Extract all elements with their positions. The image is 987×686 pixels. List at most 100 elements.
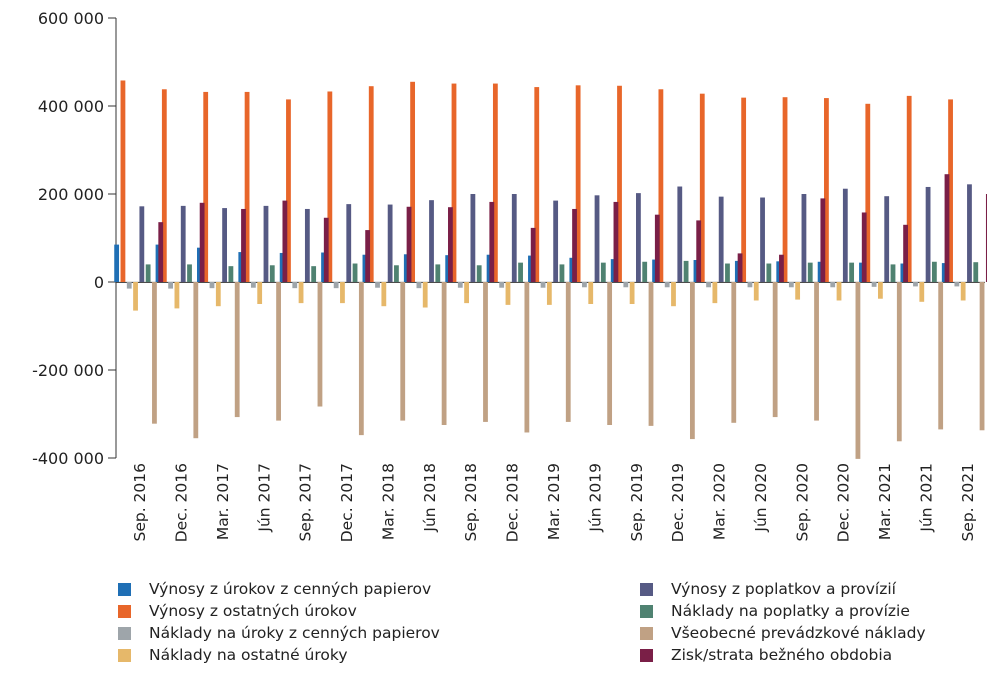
bar [588,282,594,304]
bar [451,83,457,282]
bar [441,282,447,425]
bar [830,282,836,288]
bar [168,282,174,289]
bar [814,282,819,421]
y-tick-label: -400 000 [32,449,104,468]
bar [820,198,826,282]
bar [311,266,317,282]
bar [903,224,908,282]
bar [671,282,676,307]
bar [941,263,947,282]
bar [279,252,285,282]
bar [642,261,648,282]
y-tick-label: -200 000 [32,361,104,380]
bar [865,103,871,282]
bar [410,81,416,282]
bar [706,282,711,288]
bar [286,99,291,283]
bar [859,262,864,282]
x-tick-label: Mar. 2020 [711,463,729,540]
legend-swatch [118,626,131,640]
x-tick-label: Mar. 2018 [379,463,397,540]
bar [906,95,912,282]
x-tick-label: Sep. 2021 [959,463,977,542]
bar [352,263,358,282]
y-tick-label: 200 000 [38,185,104,204]
bar [534,87,540,282]
bar [967,184,972,282]
legend-swatch [118,648,131,662]
bar [760,197,765,282]
bar [187,264,192,282]
bar [476,265,482,282]
legend-label: Náklady na ostatné úroky [149,646,348,664]
legend-swatch [640,626,653,640]
bar [530,227,536,282]
bar [737,253,743,282]
bar [677,186,683,282]
legend-swatch [118,582,131,596]
bar [241,208,246,282]
bar [718,196,724,282]
bar [683,260,689,282]
x-tick-label: Sep. 2020 [793,463,811,542]
bar [896,282,902,442]
bar [699,93,705,283]
bar [569,257,575,282]
bar [654,214,660,282]
bar [358,282,364,436]
bar [807,262,813,282]
bar [445,255,451,282]
x-tick-label: Mar. 2017 [214,463,232,540]
bar [658,89,664,282]
y-tick-label: 600 000 [38,9,104,28]
bar [788,282,794,288]
x-tick-label: Sep. 2018 [462,463,480,542]
bar [203,91,209,282]
bar [158,222,164,282]
bar [400,282,406,421]
bar [795,282,801,300]
bar [948,99,953,283]
bar [375,282,380,288]
bar [505,282,511,305]
bar [652,259,657,282]
bar [855,282,861,459]
bar [801,194,807,282]
bar [779,254,784,282]
y-tick-label: 0 [94,273,104,292]
bar [193,282,199,439]
bar [725,263,730,282]
bar [282,200,288,282]
legend-item: Výnosy z ostatných úrokov [118,600,357,622]
bar [878,282,883,299]
x-tick-label: Mar. 2021 [876,463,894,540]
bar [222,208,227,282]
bar [197,247,202,282]
bar [944,174,950,282]
bar [238,252,244,282]
x-tick-label: Jún 2019 [586,463,604,533]
bar [406,206,412,282]
bar [139,206,145,282]
x-tick-label: Dec. 2017 [338,463,356,542]
legend-item: Výnosy z poplatkov a provízií [640,578,896,600]
x-tick-label: Sep. 2017 [297,463,315,542]
bar [457,282,463,288]
bar [387,204,393,282]
bar [276,282,281,421]
bar [368,86,374,282]
bar [263,205,269,282]
legend-label: Výnosy z úrokov z cenných papierov [149,580,432,598]
bar [304,208,310,282]
bar [145,264,151,282]
bar [600,262,606,282]
bar [340,282,345,304]
bar [126,282,132,289]
bar [362,254,368,282]
bar [979,282,985,431]
bar [333,282,339,289]
legend-label: Všeobecné prevádzkové náklady [671,624,926,642]
legend-label: Náklady na úroky z cenných papierov [149,624,440,642]
bar [161,89,167,282]
